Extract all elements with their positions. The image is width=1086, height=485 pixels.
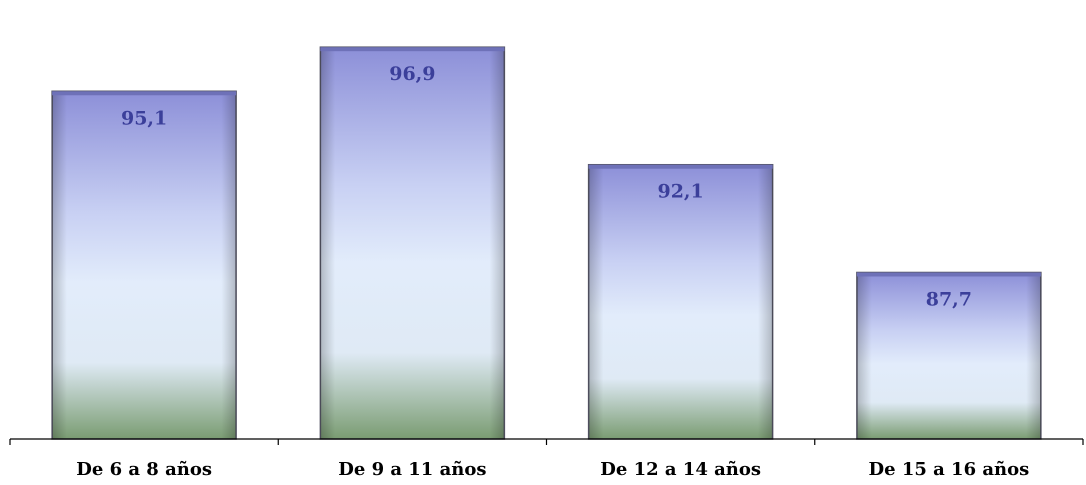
category-label: De 12 a 14 años bbox=[600, 459, 761, 480]
bars-group: 95,1 96,9 92,1 87,7 bbox=[51, 46, 1042, 440]
data-label: 87,7 bbox=[926, 288, 972, 310]
bar-top-edge bbox=[320, 47, 505, 52]
x-axis-ticks bbox=[9, 439, 1084, 445]
bar: 96,9 bbox=[319, 46, 506, 440]
bar: 92,1 bbox=[587, 163, 774, 440]
bar-bevel bbox=[856, 272, 1041, 439]
bar-top-edge bbox=[52, 91, 237, 96]
data-label: 96,9 bbox=[389, 63, 435, 85]
bar-bevel bbox=[52, 91, 237, 440]
category-labels: De 6 a 8 años De 9 a 11 años De 12 a 14 añ… bbox=[76, 459, 1029, 480]
data-label: 95,1 bbox=[121, 107, 167, 129]
bar: 87,7 bbox=[856, 271, 1042, 440]
category-label: De 15 a 16 años bbox=[868, 459, 1029, 480]
bar: 95,1 bbox=[51, 90, 237, 440]
data-label: 92,1 bbox=[657, 181, 703, 203]
bar-bevel bbox=[320, 47, 505, 439]
bar-top-edge bbox=[856, 272, 1041, 277]
bar-top-edge bbox=[588, 164, 773, 169]
category-label: De 6 a 8 años bbox=[76, 459, 212, 480]
category-label: De 9 a 11 años bbox=[338, 459, 486, 480]
bar-bevel bbox=[588, 164, 773, 439]
